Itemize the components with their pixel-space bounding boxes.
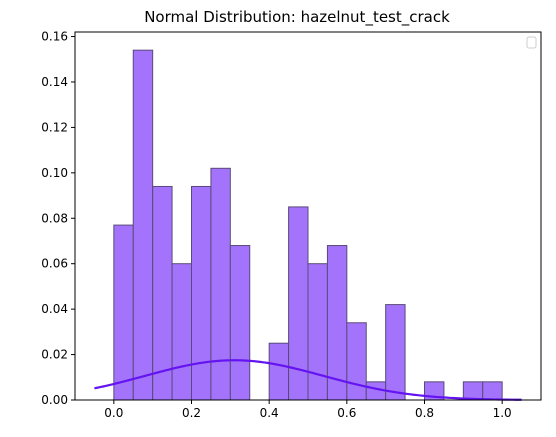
histogram-bar — [171, 263, 192, 401]
histogram-bar — [346, 322, 367, 401]
y-tick-label: 0.02 — [41, 348, 68, 362]
y-tick-label: 0.12 — [41, 120, 68, 134]
histogram-bar — [132, 49, 154, 401]
histogram-bar — [152, 185, 173, 401]
x-tick-label: 0.0 — [104, 406, 123, 420]
histogram-bar — [462, 381, 484, 401]
y-axis-ticks: 0.00 0.02 0.04 0.06 0.08 0.10 0.12 0.14 0.16 — [41, 30, 75, 407]
x-tick-label: 0.4 — [260, 406, 279, 420]
histogram-bar — [113, 224, 134, 401]
x-tick-label: 0.8 — [415, 406, 434, 420]
axes-frame — [74, 31, 542, 401]
histogram-bar — [229, 245, 251, 401]
x-tick-label: 1.0 — [493, 406, 512, 420]
y-tick-label: 0.06 — [41, 257, 68, 271]
x-tick-label: 0.6 — [337, 406, 356, 420]
histogram-bar — [385, 304, 406, 401]
histogram-bar — [268, 342, 290, 401]
legend-box — [526, 36, 537, 49]
y-tick-label: 0.10 — [41, 166, 68, 180]
y-tick-label: 0.04 — [41, 302, 68, 316]
histogram-bars — [113, 49, 503, 401]
y-tick-label: 0.08 — [41, 211, 68, 225]
histogram-bar — [210, 167, 231, 401]
y-tick-label: 0.16 — [41, 30, 68, 44]
x-tick-label: 0.2 — [182, 406, 201, 420]
histogram-bar — [307, 263, 328, 401]
chart-title: Normal Distribution: hazelnut_test_crack — [144, 8, 450, 27]
normal-density-curve — [94, 359, 522, 401]
histogram-bar — [482, 381, 503, 401]
x-axis-ticks: 0.0 0.2 0.4 0.6 0.8 1.0 — [104, 400, 512, 420]
histogram-bar — [191, 185, 212, 401]
y-tick-label: 0.00 — [41, 393, 68, 407]
y-tick-label: 0.14 — [41, 75, 68, 89]
